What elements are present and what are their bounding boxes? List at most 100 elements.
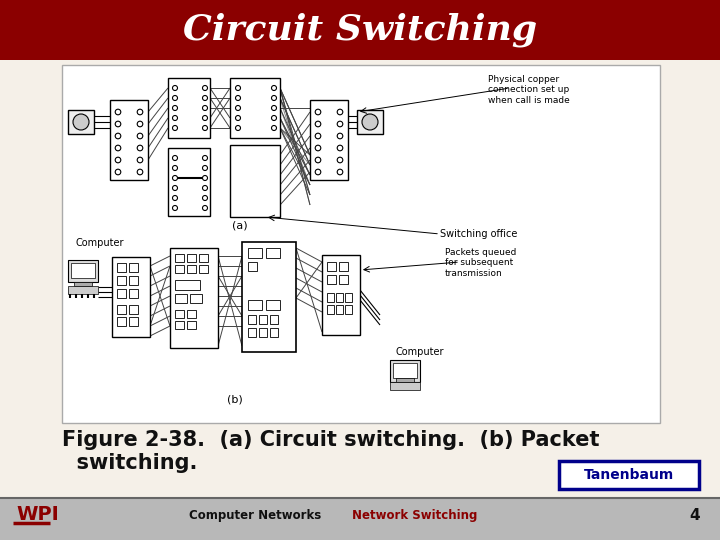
Bar (327, 262, 336, 271)
Bar (168, 148, 210, 216)
Text: WPI: WPI (16, 505, 59, 524)
Circle shape (315, 133, 321, 139)
Bar (129, 305, 138, 314)
Bar (345, 305, 352, 314)
Text: Switching office: Switching office (440, 229, 518, 239)
Bar (248, 262, 257, 271)
Bar (117, 305, 126, 314)
Bar (248, 328, 256, 337)
Bar (259, 328, 267, 337)
Bar (310, 100, 348, 180)
Circle shape (173, 176, 178, 180)
Circle shape (235, 105, 240, 111)
Bar (175, 321, 184, 329)
Circle shape (202, 96, 207, 100)
Circle shape (337, 169, 343, 175)
Bar (266, 248, 280, 258)
Bar (339, 275, 348, 284)
Bar (112, 257, 150, 337)
Bar (175, 254, 184, 262)
Bar (175, 280, 200, 290)
Bar (117, 289, 126, 298)
Circle shape (115, 157, 121, 163)
Bar (357, 110, 383, 134)
Circle shape (173, 96, 178, 100)
Circle shape (173, 186, 178, 191)
Circle shape (115, 133, 121, 139)
Circle shape (271, 125, 276, 131)
Circle shape (173, 156, 178, 160)
Circle shape (173, 85, 178, 91)
Circle shape (235, 85, 240, 91)
Circle shape (202, 125, 207, 131)
Circle shape (315, 169, 321, 175)
Bar (248, 300, 262, 310)
Bar (339, 262, 348, 271)
Text: Figure 2-38.  (a) Circuit switching.  (b) Packet: Figure 2-38. (a) Circuit switching. (b) … (62, 430, 600, 450)
Circle shape (173, 195, 178, 200)
Text: Physical copper
connection set up
when call is made: Physical copper connection set up when c… (488, 75, 570, 105)
Bar (110, 100, 148, 180)
Bar (393, 363, 417, 378)
Bar (230, 145, 280, 217)
Circle shape (202, 85, 207, 91)
Bar (129, 317, 138, 326)
Text: Circuit Switching: Circuit Switching (183, 13, 537, 47)
Circle shape (271, 116, 276, 120)
Circle shape (173, 125, 178, 131)
Bar (68, 286, 98, 294)
Bar (396, 378, 414, 382)
Bar (175, 294, 187, 303)
Text: (a): (a) (232, 221, 248, 231)
Bar (270, 328, 278, 337)
Bar (68, 110, 94, 134)
Bar (336, 293, 343, 302)
Bar (71, 263, 95, 278)
Circle shape (173, 116, 178, 120)
Text: switching.: switching. (62, 453, 197, 473)
Circle shape (337, 157, 343, 163)
Bar (117, 276, 126, 285)
Bar (74, 282, 92, 286)
Circle shape (202, 156, 207, 160)
Circle shape (337, 133, 343, 139)
Bar (390, 382, 420, 390)
Bar (175, 265, 184, 273)
Circle shape (138, 121, 143, 127)
Bar (327, 293, 334, 302)
Circle shape (138, 157, 143, 163)
Circle shape (315, 109, 321, 115)
Circle shape (235, 96, 240, 100)
Bar (390, 360, 420, 382)
Circle shape (138, 169, 143, 175)
Circle shape (115, 169, 121, 175)
Bar (190, 294, 202, 303)
Bar (230, 78, 280, 138)
Bar (187, 254, 196, 262)
Text: Network Switching: Network Switching (352, 510, 477, 523)
Bar (259, 315, 267, 324)
Circle shape (337, 145, 343, 151)
Circle shape (202, 165, 207, 171)
Circle shape (202, 206, 207, 211)
Bar (187, 265, 196, 273)
Bar (62, 65, 660, 423)
Circle shape (315, 157, 321, 163)
Bar (0, 498, 720, 540)
Bar (327, 275, 336, 284)
Bar (129, 289, 138, 298)
Bar (117, 317, 126, 326)
Circle shape (173, 105, 178, 111)
Text: Computer: Computer (396, 347, 444, 357)
Bar (170, 248, 218, 348)
Text: Tanenbaum: Tanenbaum (584, 468, 674, 482)
Circle shape (173, 206, 178, 211)
Text: Packets queued
for subsequent
transmission: Packets queued for subsequent transmissi… (445, 248, 516, 278)
Circle shape (337, 121, 343, 127)
Circle shape (362, 114, 378, 130)
Circle shape (115, 121, 121, 127)
Circle shape (202, 195, 207, 200)
Bar (248, 315, 256, 324)
Circle shape (202, 176, 207, 180)
Circle shape (138, 145, 143, 151)
